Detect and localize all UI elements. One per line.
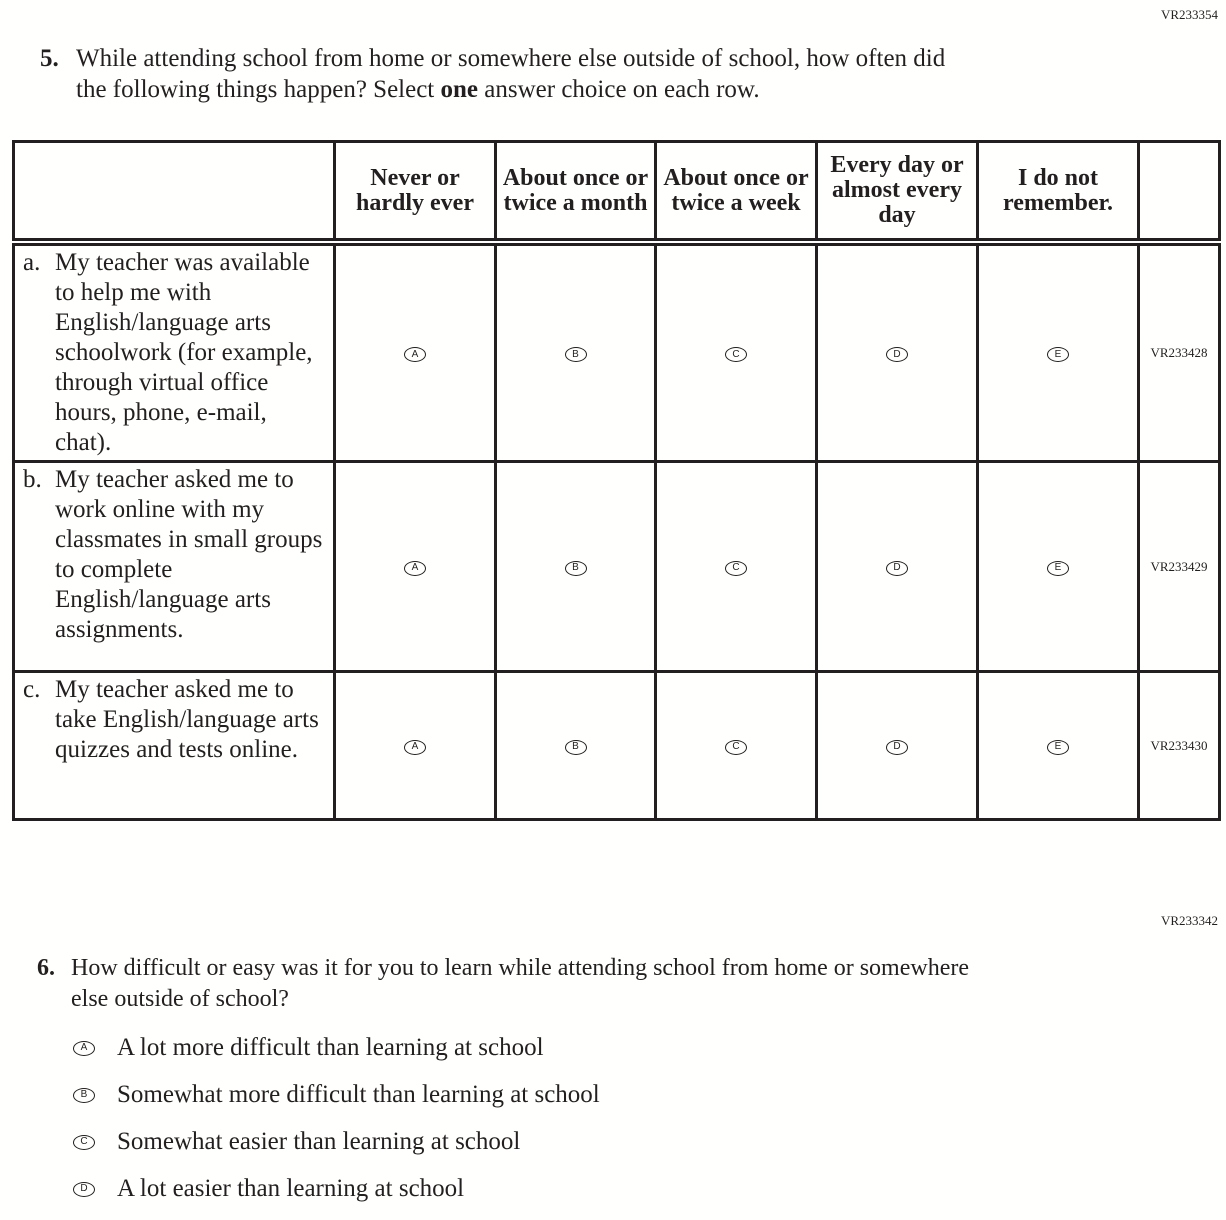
answer-cell: A: [333, 460, 497, 673]
question-5-text: While attending school from home or some…: [76, 45, 946, 103]
answer-bubble-d[interactable]: D: [886, 560, 908, 576]
answer-cell: A: [333, 670, 497, 821]
answer-bubble-b[interactable]: B: [564, 739, 587, 755]
answer-bubble-b[interactable]: B: [73, 1087, 95, 1103]
answer-cell: B: [494, 240, 657, 463]
answer-bubble-c[interactable]: C: [725, 560, 747, 576]
answer-bubble-a[interactable]: A: [73, 1040, 95, 1056]
option-label: A lot easier than learning at school: [117, 1175, 465, 1202]
column-header: About once or twice a month: [494, 140, 657, 244]
column-header: I do not remember.: [976, 140, 1140, 244]
item-code: VR233342: [1160, 913, 1218, 928]
answer-cell: D: [815, 240, 979, 463]
answer-bubble-d[interactable]: D: [73, 1181, 95, 1197]
answer-cell: E: [976, 460, 1140, 673]
answer-option[interactable]: C Somewhat easier than learning at school: [73, 1128, 520, 1156]
answer-bubble-e[interactable]: E: [1047, 560, 1069, 576]
question-6-number: 6.: [37, 955, 55, 981]
answer-cell: E: [976, 670, 1140, 821]
answer-bubble-a[interactable]: A: [404, 347, 426, 363]
column-header: Every day or almost every day: [815, 140, 979, 244]
answer-option[interactable]: D A lot easier than learning at school: [73, 1175, 464, 1203]
answer-cell: B: [494, 670, 657, 821]
option-label: Somewhat more difficult than learning at…: [117, 1081, 600, 1108]
answer-cell: C: [654, 240, 818, 463]
header-blank: [12, 140, 336, 244]
option-label: Somewhat easier than learning at school: [117, 1128, 521, 1155]
question-5-number: 5.: [40, 45, 59, 72]
table-row: a. My teacher was available to help me wi…: [12, 240, 1221, 463]
answer-cell: C: [654, 460, 818, 673]
answer-bubble-e[interactable]: E: [1047, 739, 1069, 755]
answer-cell: D: [815, 670, 979, 821]
row-label: c. My teacher asked me to take English/la…: [12, 670, 336, 821]
answer-bubble-c[interactable]: C: [725, 347, 747, 363]
answer-cell: C: [654, 670, 818, 821]
answer-bubble-d[interactable]: D: [886, 347, 908, 363]
column-header: About once or twice a week: [654, 140, 818, 244]
answer-cell: A: [333, 240, 497, 463]
item-code: VR233354: [1160, 7, 1218, 22]
answer-bubble-e[interactable]: E: [1047, 347, 1069, 363]
answer-bubble-c[interactable]: C: [73, 1134, 95, 1150]
answer-cell: E: [976, 240, 1140, 463]
row-label: a. My teacher was available to help me wi…: [12, 240, 336, 463]
column-header: Never or hardly ever: [333, 140, 497, 244]
option-label: A lot more difficult than learning at sc…: [117, 1034, 544, 1061]
item-code: VR233429: [1137, 460, 1221, 673]
item-code: VR233428: [1137, 240, 1221, 463]
answer-bubble-b[interactable]: B: [564, 560, 587, 576]
answer-cell: B: [494, 460, 657, 673]
answer-bubble-b[interactable]: B: [564, 347, 587, 363]
table-row: c. My teacher asked me to take English/la…: [12, 670, 1221, 821]
row-label: b. My teacher asked me to work online wit…: [12, 460, 336, 673]
question-6-text: How difficult or easy was it for you to …: [71, 955, 969, 1012]
answer-bubble-a[interactable]: A: [404, 739, 426, 755]
item-code: VR233430: [1137, 670, 1221, 821]
answer-bubble-c[interactable]: C: [725, 739, 747, 755]
answer-option[interactable]: B Somewhat more difficult than learning a…: [73, 1081, 600, 1109]
answer-bubble-a[interactable]: A: [404, 560, 426, 576]
question-5-grid: Never or hardly ever About once or twice…: [12, 140, 1221, 821]
table-row: b. My teacher asked me to work online wit…: [12, 460, 1221, 673]
answer-bubble-d[interactable]: D: [886, 739, 908, 755]
answer-option[interactable]: A A lot more difficult than learning at s…: [73, 1034, 544, 1062]
answer-cell: D: [815, 460, 979, 673]
header-blank: [1137, 140, 1221, 244]
